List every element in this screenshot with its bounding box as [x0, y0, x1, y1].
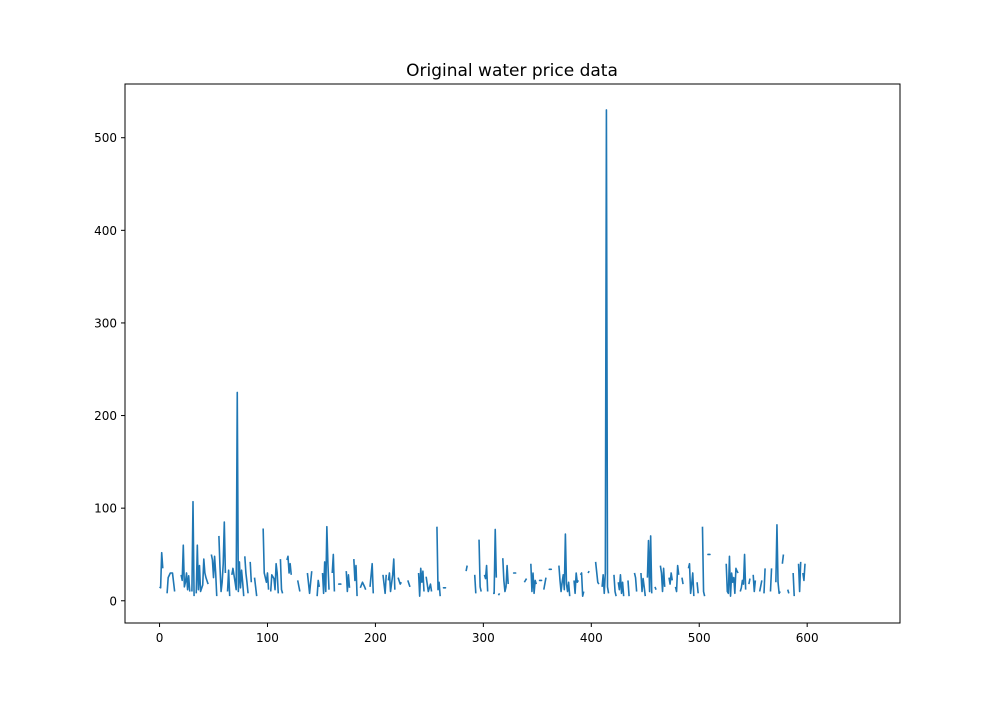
series-line-segment — [786, 589, 790, 594]
series-line-segment — [543, 577, 547, 590]
series-line-segment — [483, 564, 489, 592]
series-line-segment — [501, 558, 509, 593]
series-line-segment — [397, 577, 403, 585]
series-line-segment — [792, 572, 796, 597]
series-line-segment — [407, 580, 411, 588]
series-line-segment — [654, 586, 657, 590]
series-line-segment — [769, 568, 773, 592]
axes: 0 100 200 300 400 500 600 0 100 200 300 400 500 — [94, 83, 901, 645]
series-line-segment — [696, 582, 699, 594]
series-line-segment — [180, 544, 191, 592]
series-line-segment — [530, 563, 538, 595]
series-line-segment — [231, 391, 245, 597]
series-line-segment — [681, 577, 684, 585]
series-line-segment — [758, 580, 763, 592]
series-line-segment — [316, 579, 321, 597]
y-tick-label: 200 — [94, 409, 117, 423]
plot-area — [159, 109, 806, 597]
series-line-segment — [436, 526, 441, 597]
x-tick-label: 400 — [580, 631, 603, 645]
series-line-segment — [359, 581, 367, 590]
series-line-segment — [345, 571, 351, 593]
series-line-segment — [465, 565, 468, 572]
series-line-segment — [573, 572, 580, 595]
y-tick-label: 0 — [109, 594, 117, 608]
x-tick-label: 500 — [688, 631, 711, 645]
series-line-segment — [775, 524, 781, 595]
series-line-segment — [594, 561, 600, 585]
series-line-segment — [321, 525, 330, 595]
series-line-segment — [306, 571, 313, 595]
series-line-segment — [218, 521, 227, 593]
chart-title: Original water price data — [406, 61, 618, 81]
series-line-segment — [633, 572, 638, 592]
axes-frame — [124, 83, 901, 624]
x-tick-label: 200 — [364, 631, 387, 645]
series-line-segment — [195, 544, 209, 594]
series-line-segment — [296, 580, 301, 592]
series-line-segment — [763, 568, 766, 594]
series-line-segment — [674, 564, 680, 593]
series-line-segment — [417, 567, 425, 597]
series-line-segment — [748, 578, 751, 585]
series-line-segment — [244, 556, 249, 594]
series-line-segment — [279, 559, 284, 594]
series-line-segment — [497, 592, 501, 596]
series-line-segment — [579, 572, 585, 597]
series-line-segment — [249, 561, 253, 583]
y-tick-label: 400 — [94, 224, 117, 238]
x-tick-label: 100 — [256, 631, 279, 645]
series-line-segment — [601, 109, 610, 595]
series-line-segment — [659, 565, 666, 593]
series-line-segment — [668, 572, 674, 585]
x-tick-label: 600 — [796, 631, 819, 645]
y-tick-label: 100 — [94, 502, 117, 516]
series-line-segment — [797, 561, 802, 593]
series-line-segment — [478, 539, 482, 592]
series-line-segment — [802, 563, 806, 582]
series-line-segment — [226, 569, 231, 597]
x-tick-label: 0 — [156, 631, 164, 645]
series-line-segment — [387, 558, 396, 593]
series-line-segment — [587, 570, 590, 574]
series-line-segment — [781, 554, 785, 564]
series-line-segment — [166, 572, 176, 594]
y-tick-label: 500 — [94, 131, 117, 145]
series-line-segment — [262, 528, 270, 590]
series-line-segment — [159, 551, 164, 589]
series-line-segment — [382, 574, 388, 595]
y-tick-label: 300 — [94, 316, 117, 330]
series-line-segment — [646, 535, 653, 594]
series-line-segment — [613, 574, 617, 597]
series-line-segment — [627, 580, 630, 597]
series-line-segment — [687, 562, 695, 597]
series-line-segment — [523, 578, 528, 583]
series-line-segment — [331, 553, 336, 592]
series-line-segment — [739, 553, 747, 592]
series-line-segment — [369, 562, 375, 594]
series-line-segment — [353, 559, 358, 597]
x-tick-label: 300 — [472, 631, 495, 645]
series-line-segment — [493, 528, 498, 595]
series-line-segment — [640, 572, 647, 597]
series-line-segment — [473, 574, 477, 594]
series-line-segment — [701, 526, 706, 597]
series-line-segment — [253, 577, 258, 597]
series-line-segment — [269, 562, 280, 594]
series-line-segment — [425, 576, 433, 593]
series-line-segment — [191, 500, 195, 597]
series-line-segment — [725, 555, 739, 597]
series-line-segment — [558, 533, 571, 597]
series-line-segment — [210, 554, 218, 597]
series-line-segment — [286, 555, 293, 575]
series-line-segment — [752, 574, 757, 593]
series-line-segment — [617, 574, 625, 597]
